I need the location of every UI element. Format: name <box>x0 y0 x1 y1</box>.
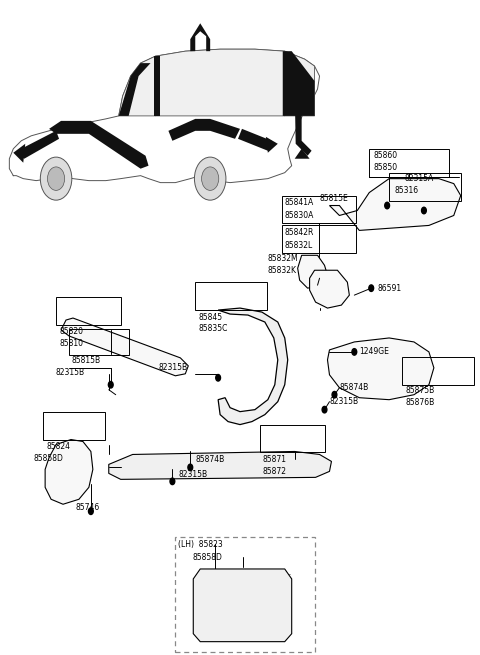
Polygon shape <box>119 63 151 116</box>
Polygon shape <box>193 569 292 642</box>
Text: 85874B: 85874B <box>195 455 225 464</box>
Text: 85815E: 85815E <box>320 194 348 203</box>
Circle shape <box>170 478 175 485</box>
Text: 82315B: 82315B <box>158 364 188 372</box>
Polygon shape <box>168 119 240 141</box>
Circle shape <box>194 157 226 200</box>
Circle shape <box>385 202 390 209</box>
Polygon shape <box>295 89 312 156</box>
Circle shape <box>188 464 192 471</box>
Text: (LH)  85823: (LH) 85823 <box>179 540 223 549</box>
Text: 85815B: 85815B <box>72 356 101 365</box>
Bar <box>69 329 129 355</box>
Polygon shape <box>327 338 434 400</box>
Polygon shape <box>45 440 93 504</box>
Text: 85858D: 85858D <box>192 553 222 561</box>
Text: 85842R: 85842R <box>285 228 314 237</box>
Text: 85835C: 85835C <box>198 324 228 333</box>
Circle shape <box>202 167 219 191</box>
Bar <box>43 411 105 440</box>
Polygon shape <box>154 56 160 116</box>
Text: 85871: 85871 <box>263 455 287 464</box>
Bar <box>282 196 356 223</box>
Bar <box>260 424 324 453</box>
Polygon shape <box>298 255 327 288</box>
Bar <box>195 282 267 310</box>
Circle shape <box>40 157 72 200</box>
Circle shape <box>88 508 93 514</box>
Text: 85874B: 85874B <box>339 383 369 392</box>
Text: 85876B: 85876B <box>405 398 434 407</box>
Text: 85875B: 85875B <box>405 386 434 395</box>
Text: 85746: 85746 <box>76 503 100 512</box>
Text: 82315B: 82315B <box>329 397 359 406</box>
Text: 85841A: 85841A <box>285 198 314 207</box>
Polygon shape <box>109 451 332 479</box>
Polygon shape <box>285 51 314 116</box>
Bar <box>402 357 474 384</box>
Polygon shape <box>49 121 148 169</box>
Polygon shape <box>218 308 288 424</box>
Text: 85832M: 85832M <box>268 253 299 263</box>
Text: 85832K: 85832K <box>268 266 297 274</box>
Polygon shape <box>13 144 25 162</box>
Bar <box>282 225 356 253</box>
Text: 82315A: 82315A <box>404 174 433 183</box>
Text: 85858D: 85858D <box>33 454 63 463</box>
Text: 85824: 85824 <box>46 442 70 451</box>
Polygon shape <box>190 24 210 51</box>
Circle shape <box>369 285 373 291</box>
Polygon shape <box>266 137 278 153</box>
Circle shape <box>108 381 113 388</box>
Text: 85830A: 85830A <box>285 211 314 220</box>
Text: 85316: 85316 <box>394 186 418 195</box>
Circle shape <box>421 207 426 214</box>
Text: 85820: 85820 <box>59 328 83 337</box>
Circle shape <box>352 348 357 355</box>
Text: 85860: 85860 <box>373 151 397 160</box>
Text: 82315B: 82315B <box>55 368 84 377</box>
Polygon shape <box>295 149 310 159</box>
Text: 85810: 85810 <box>59 339 83 348</box>
Polygon shape <box>238 129 272 151</box>
Text: 85845: 85845 <box>198 312 222 322</box>
Text: 85872: 85872 <box>263 467 287 476</box>
Text: 82315B: 82315B <box>179 470 207 479</box>
Polygon shape <box>329 179 461 231</box>
Text: 86591: 86591 <box>377 284 401 293</box>
Bar <box>56 297 120 325</box>
Polygon shape <box>283 51 314 116</box>
Circle shape <box>216 375 220 381</box>
Text: 85832L: 85832L <box>285 241 313 250</box>
Polygon shape <box>119 56 156 116</box>
Circle shape <box>322 406 327 413</box>
Circle shape <box>332 392 337 398</box>
Circle shape <box>48 167 65 191</box>
Polygon shape <box>61 318 188 376</box>
Bar <box>389 173 461 200</box>
Text: 85850: 85850 <box>373 163 397 172</box>
Polygon shape <box>156 49 285 116</box>
Polygon shape <box>310 271 349 308</box>
Bar <box>175 537 314 652</box>
Polygon shape <box>18 131 59 159</box>
Bar <box>369 149 449 177</box>
Text: 1249GE: 1249GE <box>360 347 389 356</box>
